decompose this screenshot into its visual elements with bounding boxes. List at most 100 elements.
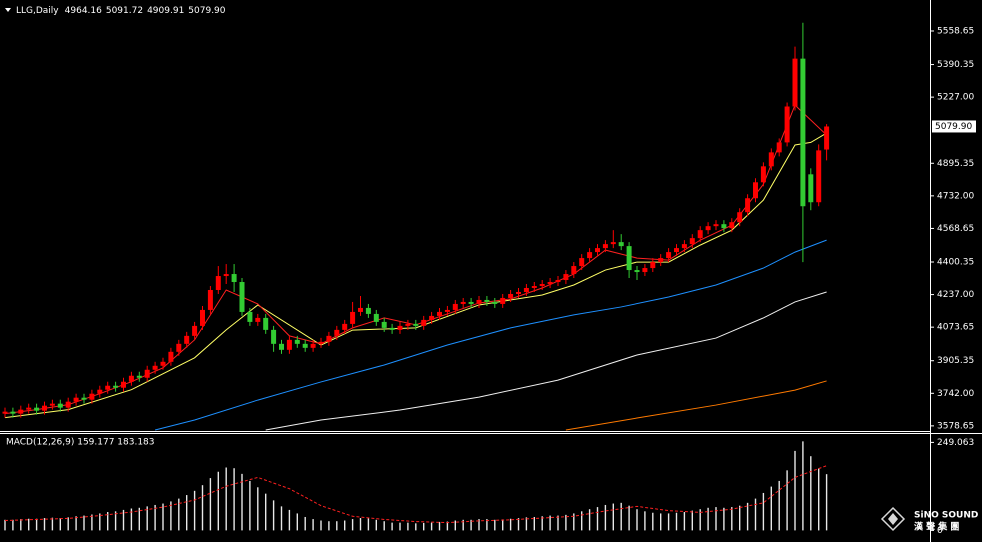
candle-body <box>824 126 830 150</box>
candle-body <box>279 343 284 350</box>
candle-body <box>89 393 95 400</box>
candle-body <box>26 407 32 410</box>
candle-body <box>152 365 158 370</box>
candle-body <box>34 407 40 411</box>
candle-body <box>231 274 237 283</box>
candle-body <box>760 166 766 183</box>
candle-body <box>579 258 585 267</box>
moving-average <box>265 291 827 431</box>
symbol-title: LLG,Daily <box>16 6 59 16</box>
y-tick-label: 3905.35 <box>937 356 974 366</box>
candle-body <box>310 343 316 348</box>
candle-body <box>334 329 340 336</box>
candle-body <box>816 150 822 203</box>
candle-body <box>587 252 593 259</box>
candle-body <box>128 375 134 382</box>
y-tick-label: 5558.65 <box>937 26 974 36</box>
candle-body <box>500 297 506 304</box>
candle-body <box>49 403 55 406</box>
candle-body <box>121 381 126 388</box>
candle-body <box>705 226 711 231</box>
candle-body <box>523 287 529 292</box>
menu-arrow[interactable] <box>5 8 11 12</box>
candle-body <box>468 301 474 304</box>
candle-body <box>326 335 332 342</box>
candle-body <box>626 246 632 271</box>
moving-average <box>565 380 827 431</box>
candle-body <box>634 270 640 273</box>
candle-body <box>681 244 687 249</box>
logo-icon <box>880 506 906 532</box>
candle-body <box>642 268 648 273</box>
candle-body <box>421 319 427 326</box>
candle-body <box>508 293 514 298</box>
candle-body <box>753 182 758 199</box>
chart-header: LLG,Daily 4964.16 5091.72 4909.91 5079.90 <box>16 6 226 16</box>
candle-body <box>239 282 245 312</box>
candle-body <box>413 323 419 326</box>
candle-body <box>492 301 498 304</box>
candle-body <box>618 242 624 247</box>
candle-body <box>271 329 277 344</box>
logo-chinese: 漢 聲 集 團 <box>914 521 959 533</box>
y-tick-label: 4073.65 <box>937 323 974 333</box>
logo-icon <box>888 513 898 525</box>
candle-body <box>318 341 324 344</box>
candle-body <box>207 289 213 310</box>
y-tick-label: 4732.00 <box>937 191 974 201</box>
y-tick-label: 4237.00 <box>937 290 974 300</box>
candle-body <box>65 401 71 408</box>
macd-tick-label: 0 <box>937 526 943 536</box>
candle-body <box>737 212 743 223</box>
candle-body <box>658 258 664 263</box>
candle-body <box>302 343 308 348</box>
candle-body <box>650 262 656 269</box>
macd-signal <box>4 465 827 524</box>
candle-body <box>666 252 672 259</box>
candle-body <box>215 276 221 290</box>
y-tick-label: 3578.65 <box>937 421 974 431</box>
plot-area: 5558.65 5390.35 5227.00 4895.35 4732.00 4568.… <box>2 22 976 536</box>
moving-average <box>154 239 827 431</box>
candle-body <box>57 403 63 408</box>
candle-body <box>429 315 435 320</box>
candle-body <box>192 325 198 336</box>
candle-body <box>531 286 537 288</box>
candle-body <box>105 385 111 390</box>
candle-body <box>792 58 798 107</box>
candle-body <box>97 389 103 394</box>
candle-body <box>729 222 735 229</box>
candle-body <box>389 327 395 330</box>
y-tick-label: 5390.35 <box>937 60 974 70</box>
candle-body <box>200 309 205 326</box>
header-open: 4964.16 <box>65 6 102 16</box>
candle-body <box>176 343 182 352</box>
macd-label: MACD(12,26,9) 159.177 183.183 <box>6 438 155 448</box>
candle-body <box>476 299 482 304</box>
y-tick-label: 4568.65 <box>937 224 974 234</box>
candle-body <box>571 266 577 275</box>
y-tick-label: 4895.35 <box>937 159 974 169</box>
candle-body <box>460 301 466 304</box>
candle-body <box>610 242 616 245</box>
candle-body <box>516 291 521 294</box>
candle-body <box>136 375 142 378</box>
logo-name: SiNO SOUND <box>914 511 978 521</box>
candle-body <box>697 230 703 239</box>
candle-body <box>444 309 450 312</box>
candle-body <box>721 224 727 229</box>
candle-body <box>713 224 719 227</box>
candle-body <box>539 284 545 287</box>
candle-body <box>595 248 600 253</box>
candle-body <box>452 303 458 310</box>
candle-body <box>223 274 229 277</box>
candle-body <box>563 274 569 281</box>
candle-body <box>555 280 561 283</box>
candle-body <box>381 321 387 328</box>
candle-body <box>294 339 300 344</box>
candle-body <box>247 311 253 322</box>
candle-body <box>350 311 356 324</box>
candle-body <box>397 325 403 330</box>
candle-body <box>808 174 814 203</box>
y-tick-label: 5227.00 <box>937 93 974 103</box>
